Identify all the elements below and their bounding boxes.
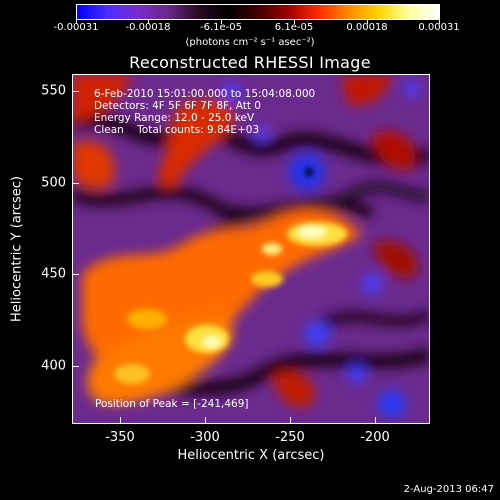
x-tick-label: -250 <box>275 430 305 445</box>
x-tick-label: -350 <box>105 430 135 445</box>
info-energy-range: Energy Range: 12.0 - 25.0 keV <box>94 112 255 124</box>
colorbar-tick-label: 6.1e-05 <box>274 22 314 33</box>
plot-title: Reconstructed RHESSI Image <box>129 53 371 72</box>
info-clean-counts: Clean Total counts: 9.84E+03 <box>94 124 260 136</box>
y-major-tick <box>72 274 79 275</box>
x-axis-label: Heliocentric X (arcsec) <box>177 448 325 463</box>
y-axis-label: Heliocentric Y (arcsec) <box>9 176 25 322</box>
colorbar-tick-label: -6.1e-05 <box>200 22 242 33</box>
colorbar-tick-mark <box>294 20 295 24</box>
x-major-tick <box>120 417 121 424</box>
x-major-tick <box>205 417 206 424</box>
y-tick-label: 400 <box>41 358 66 374</box>
image-plot-area <box>72 74 430 424</box>
colorbar-tick-mark <box>148 20 149 24</box>
colorbar-tick-label: -0.00018 <box>125 22 171 33</box>
colorbar <box>76 4 440 20</box>
y-tick-label: 450 <box>41 266 66 282</box>
colorbar-gradient <box>77 5 439 19</box>
reconstructed-image <box>72 74 430 424</box>
x-major-tick <box>290 417 291 424</box>
colorbar-tick-label: 0.00031 <box>418 22 460 33</box>
colorbar-tick-label: 0.00018 <box>346 22 388 33</box>
x-tick-label: -200 <box>360 430 390 445</box>
peak-position-label: Position of Peak = [-241,469] <box>95 398 249 410</box>
colorbar-unit-label: (photons cm⁻² s⁻¹ asec⁻²) <box>185 37 315 48</box>
y-major-tick <box>72 91 79 92</box>
y-major-tick <box>72 183 79 184</box>
info-time-range: 6-Feb-2010 15:01:00.000 to 15:04:08.000 <box>94 88 316 100</box>
colorbar-tick-mark <box>221 20 222 24</box>
colorbar-tick-label: -0.00031 <box>53 22 99 33</box>
y-tick-label: 500 <box>41 175 66 191</box>
colorbar-tick-mark <box>76 20 77 24</box>
colorbar-tick-mark <box>367 20 368 24</box>
colorbar-tick-mark <box>439 20 440 24</box>
y-major-tick <box>72 366 79 367</box>
y-tick-label: 550 <box>41 83 66 99</box>
date-stamp: 2-Aug-2013 06:47 <box>403 484 494 495</box>
info-detectors: Detectors: 4F 5F 6F 7F 8F, Att 0 <box>94 100 261 112</box>
x-major-tick <box>375 417 376 424</box>
x-tick-label: -300 <box>190 430 220 445</box>
